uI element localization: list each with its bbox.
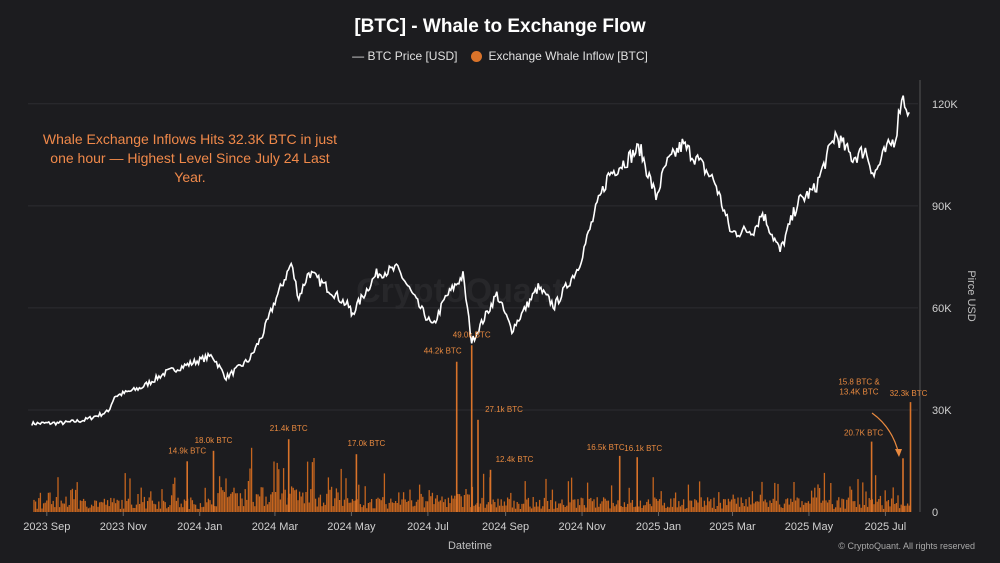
inflow-series	[33, 345, 912, 512]
gridlines	[28, 103, 918, 411]
copyright-footer: © CryptoQuant. All rights reserved	[838, 541, 975, 551]
x-tick-label: 2024 Jan	[177, 521, 222, 533]
price-line	[31, 95, 910, 427]
peak-label: 27.1k BTC	[485, 405, 523, 414]
peak-label: 14.9k BTC	[168, 446, 206, 455]
x-tick-label: 2024 Jul	[407, 521, 449, 533]
legend-dot-icon	[471, 50, 483, 62]
y-axis-ticks: 0 30K 60K 90K 120K	[932, 99, 958, 519]
x-tick-label: 2025 Jan	[636, 521, 681, 533]
peak-label: 49.0k BTC	[453, 330, 491, 339]
peak-label: 16.5k BTC	[587, 443, 625, 452]
y-tick-label: 60K	[932, 303, 952, 315]
peak-label: 21.4k BTC	[270, 424, 308, 433]
x-tick-label: 2024 Sep	[482, 521, 529, 533]
chart-title: [BTC] - Whale to Exchange Flow	[354, 16, 646, 37]
legend-price-label: — BTC Price [USD]	[352, 49, 458, 63]
arrow-head-icon	[895, 449, 902, 457]
chart-legend: — BTC Price [USD] Exchange Whale Inflow …	[0, 49, 1000, 63]
peak-label: 15.8 BTC &	[838, 377, 880, 386]
legend-inflow-label: Exchange Whale Inflow [BTC]	[488, 49, 648, 63]
peak-label: 20.7K BTC	[844, 429, 883, 438]
x-axis-title: Datetime	[448, 540, 492, 552]
x-tick-label: 2024 Mar	[252, 521, 299, 533]
price-series	[31, 95, 910, 427]
x-tick-label: 2025 Jul	[865, 521, 907, 533]
peak-label: 16.1k BTC	[624, 444, 662, 453]
x-axis-ticks: 2023 Sep 2023 Nov 2024 Jan 2024 Mar 2024 May…	[23, 512, 906, 533]
peak-label: 17.0k BTC	[348, 439, 386, 448]
y-tick-label: 90K	[932, 201, 952, 213]
legend-item-inflow[interactable]: Exchange Whale Inflow [BTC]	[471, 49, 648, 63]
x-tick-label: 2023 Nov	[100, 521, 148, 533]
y-tick-label: 30K	[932, 405, 952, 417]
x-tick-label: 2024 Nov	[559, 521, 607, 533]
y-axis-title: Pirce USD	[965, 270, 977, 321]
peak-label: 18.0k BTC	[195, 436, 233, 445]
peak-label: 32.3k BTC	[890, 389, 928, 398]
peak-label: 44.2k BTC	[424, 347, 462, 356]
peak-label: 13.4K BTC	[839, 387, 878, 396]
x-tick-label: 2024 May	[327, 521, 376, 533]
peak-label: 12.4k BTC	[496, 455, 534, 464]
x-tick-label: 2025 Mar	[709, 521, 756, 533]
y-tick-label: 120K	[932, 99, 958, 111]
y-tick-label: 0	[932, 507, 938, 519]
x-tick-label: 2025 May	[785, 521, 834, 533]
legend-item-price[interactable]: — BTC Price [USD]	[352, 49, 457, 63]
chart-annotation: Whale Exchange Inflows Hits 32.3K BTC in…	[42, 131, 338, 185]
x-tick-label: 2023 Sep	[23, 521, 70, 533]
